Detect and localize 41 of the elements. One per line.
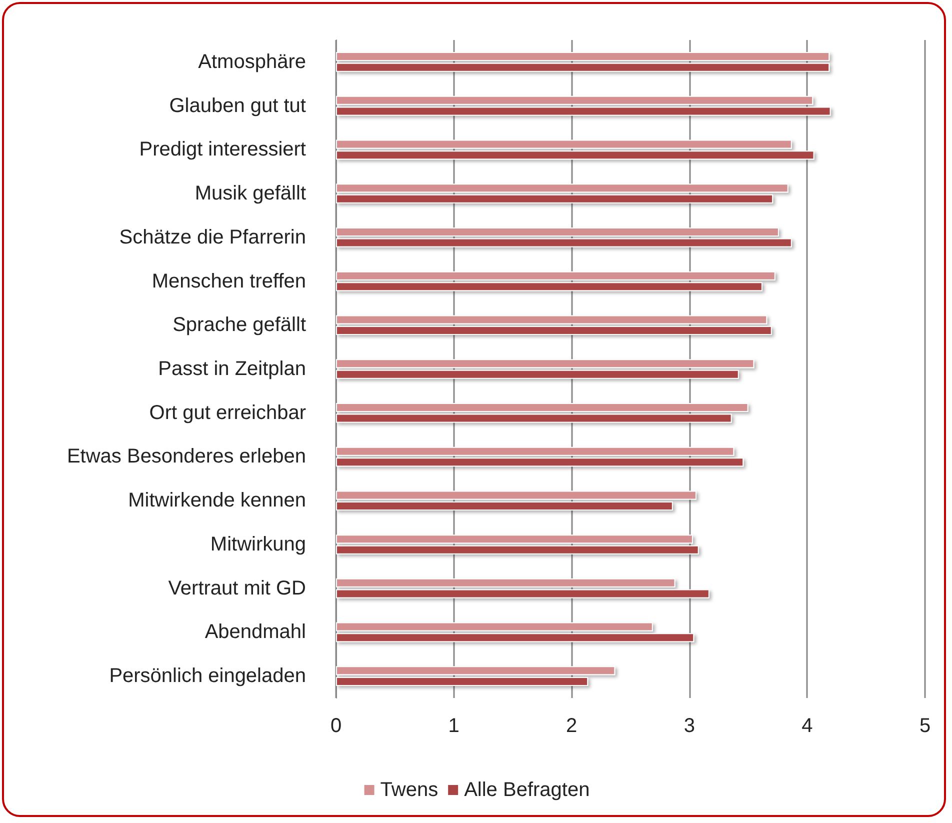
bar [336,326,772,336]
y-tick-label: Glauben gut tut [169,94,306,117]
bar [336,52,830,62]
bar [336,414,732,423]
y-tick-label: Predigt interessiert [139,138,306,161]
bar [336,370,739,379]
bar [336,194,774,204]
bar [336,676,588,686]
x-tick-label: 4 [802,715,813,737]
y-tick-label: Mitwirkende kennen [128,490,306,512]
y-tick-label: Passt in Zeitplan [158,358,306,380]
bar [336,315,768,324]
bar [336,502,673,510]
x-tick-label: 0 [330,715,342,737]
y-tick-label: Abendmahl [204,621,306,644]
legend-label: Twens [380,779,438,801]
y-tick-label: Vertraut mit GD [168,577,306,600]
y-tick-label: Musik gefällt [194,182,306,205]
y-tick-label: Mitwirkung [210,533,306,556]
x-tick-label: 1 [448,715,460,737]
bar [336,490,696,500]
y-tick-label: Menschen treffen [152,270,306,292]
bar [336,228,779,236]
x-tick-label: 3 [684,715,695,737]
bar [336,545,699,554]
bar [336,184,788,193]
bar [336,402,748,412]
y-tick-label: Atmosphäre [198,50,306,73]
bar [336,359,754,368]
x-tick-label: 2 [566,715,578,737]
y-tick-label: Etwas Besonderes erleben [66,446,306,468]
legend-label: Alle Befragten [464,779,590,801]
bar [336,534,693,544]
bar [336,238,792,248]
y-tick-label: Schätze die Pfarrerin [119,226,306,248]
y-tick-label: Sprache gefällt [172,314,306,336]
bar [336,666,616,676]
y-tick-label: Ort gut erreichbar [149,402,306,424]
x-tick-label: 5 [919,715,931,737]
bar [336,62,830,72]
y-tick-label: Persönlich eingeladen [109,665,306,688]
